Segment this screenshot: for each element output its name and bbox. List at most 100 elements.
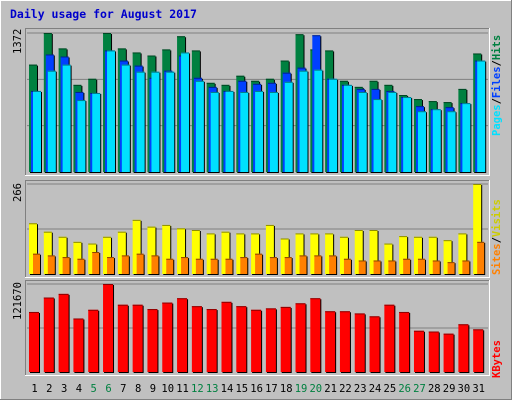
day-label-26: 26 [398, 383, 411, 395]
top-ytick-label: 1372 [12, 29, 24, 54]
visits-bar-27 [413, 236, 423, 275]
kbytes-bar-14 [221, 301, 233, 373]
pages-bar-16 [255, 90, 265, 173]
visits-bar-9 [147, 226, 157, 275]
sites-bar-14-fill [225, 258, 233, 274]
pages-bar-9-fill [151, 71, 160, 172]
pages-bar-27 [417, 111, 427, 173]
visits-bar-11-fill [177, 228, 186, 274]
kbytes-bar-23 [354, 313, 366, 373]
sites-bar-29 [447, 262, 456, 275]
visits-bar-24 [369, 230, 379, 275]
pages-bar-5 [92, 92, 102, 173]
sites-bar-6 [107, 257, 116, 275]
sites-bar-31-fill [477, 241, 485, 274]
sites-bar-16 [255, 253, 264, 275]
visits-bar-23 [354, 230, 364, 275]
visits-bar-10 [162, 224, 172, 275]
legend-sites: Sites [491, 243, 503, 275]
visits-bar-6-fill [103, 236, 112, 274]
pages-bar-25 [388, 91, 398, 173]
sites-bar-2 [47, 255, 56, 275]
pages-bar-29-fill [447, 111, 456, 172]
kbytes-bar-10-fill [162, 302, 173, 372]
visits-bar-3-fill [58, 236, 67, 274]
visits-bar-19-fill [295, 233, 304, 274]
sites-bar-25 [388, 260, 397, 275]
kbytes-bar-28-fill [428, 331, 439, 372]
kbytes-bar-29 [443, 333, 455, 373]
legend-visits: Visits [491, 199, 503, 237]
pages-bar-17-fill [269, 91, 278, 172]
sites-bar-24 [373, 260, 382, 275]
sites-bar-9-fill [151, 255, 159, 274]
kbytes-bar-16 [251, 309, 263, 373]
sites-bar-20 [314, 255, 323, 275]
visits-bar-11 [177, 228, 187, 275]
visits-bar-7-fill [117, 231, 126, 274]
sites-bar-23 [358, 260, 367, 275]
pages-bar-3 [62, 64, 72, 173]
sites-bar-15 [240, 257, 249, 275]
kbytes-bar-2-fill [43, 297, 54, 372]
day-label-6: 6 [105, 383, 111, 395]
visits-bar-30 [458, 233, 468, 275]
sites-bar-31 [477, 241, 486, 275]
kbytes-bar-21-fill [325, 311, 336, 372]
visits-bar-1-fill [29, 223, 37, 274]
kbytes-bar-24 [369, 316, 381, 373]
visits-bar-17-fill [265, 224, 274, 274]
kbytes-bar-5-fill [88, 309, 99, 372]
visits-bar-31 [473, 184, 483, 275]
kbytes-bar-11 [177, 298, 189, 373]
sites-bar-30 [462, 260, 471, 275]
visits-bar-21 [325, 233, 335, 275]
kbytes-bar-26-fill [399, 311, 410, 372]
kbytes-bar-5 [88, 309, 100, 373]
pages-bar-27-fill [417, 111, 426, 172]
visits-bar-25 [384, 243, 394, 275]
kbytes-bar-25 [384, 304, 396, 373]
visits-bar-13-fill [206, 233, 215, 274]
sites-bar-12-fill [195, 258, 203, 274]
pages-bar-21 [329, 78, 339, 173]
kbytes-bar-17-fill [265, 308, 276, 372]
day-label-12: 12 [191, 383, 204, 395]
pages-bar-20-fill [314, 69, 323, 172]
sites-bar-12 [195, 258, 204, 275]
pages-bar-19 [299, 70, 309, 173]
visits-sites-panel [25, 180, 490, 278]
day-label-3: 3 [61, 383, 67, 395]
sites-bar-22 [343, 258, 352, 275]
visits-bar-14-fill [221, 231, 230, 274]
visits-bar-19 [295, 233, 305, 275]
kbytes-bar-19 [295, 303, 307, 373]
kbytes-bar-18 [280, 306, 292, 373]
pages-bar-10 [166, 71, 176, 173]
kbytes-bar-4-fill [73, 318, 84, 372]
day-label-13: 13 [206, 383, 219, 395]
sites-bar-28 [432, 260, 441, 275]
visits-bar-17 [265, 224, 275, 275]
kbytes-bar-1 [29, 311, 40, 373]
sites-bar-10-fill [166, 258, 174, 274]
legend-mid: Sites/Visits [491, 199, 503, 275]
sites-bar-11-fill [181, 257, 189, 274]
sites-bar-6-fill [107, 257, 115, 274]
visits-bar-10-fill [162, 224, 171, 274]
pages-bar-26 [403, 97, 413, 173]
kbytes-bar-7 [117, 304, 129, 373]
visits-bar-29-fill [443, 240, 452, 274]
day-label-17: 17 [265, 383, 278, 395]
kbytes-bar-22-fill [339, 311, 350, 372]
pages-bar-2-fill [47, 70, 56, 172]
chart-title: Daily usage for August 2017 [10, 7, 197, 21]
visits-bar-28 [428, 236, 438, 275]
kbytes-bar-30-fill [458, 324, 469, 372]
kbytes-bar-20 [310, 298, 322, 373]
visits-bar-26-fill [399, 236, 408, 274]
pages-bar-8 [136, 71, 146, 173]
kbytes-bar-6-fill [103, 284, 114, 372]
day-label-14: 14 [221, 383, 234, 395]
pages-bar-24-fill [373, 99, 382, 172]
